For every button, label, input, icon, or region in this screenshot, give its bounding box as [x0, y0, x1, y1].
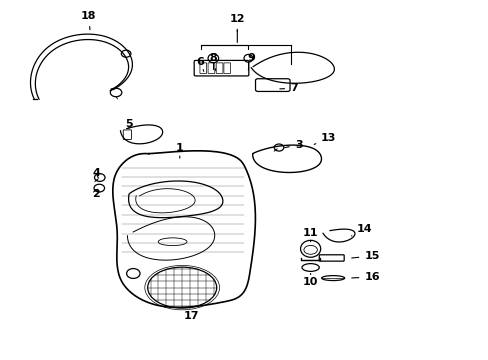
Text: 18: 18 — [81, 11, 96, 30]
Text: 3: 3 — [284, 140, 302, 150]
Text: 2: 2 — [92, 189, 100, 199]
Text: 9: 9 — [247, 53, 255, 70]
Text: 17: 17 — [183, 307, 199, 321]
Text: 11: 11 — [302, 228, 318, 242]
Text: 4: 4 — [92, 168, 100, 178]
Text: 6: 6 — [196, 57, 204, 71]
Text: 5: 5 — [125, 118, 133, 129]
Text: 7: 7 — [279, 83, 297, 93]
Text: 8: 8 — [209, 53, 217, 71]
Text: 14: 14 — [351, 224, 372, 236]
Text: 15: 15 — [351, 251, 379, 261]
Text: 10: 10 — [303, 274, 318, 287]
Text: 12: 12 — [229, 14, 244, 32]
Text: 13: 13 — [313, 133, 336, 144]
Text: 1: 1 — [176, 143, 183, 158]
Text: 16: 16 — [351, 272, 379, 282]
